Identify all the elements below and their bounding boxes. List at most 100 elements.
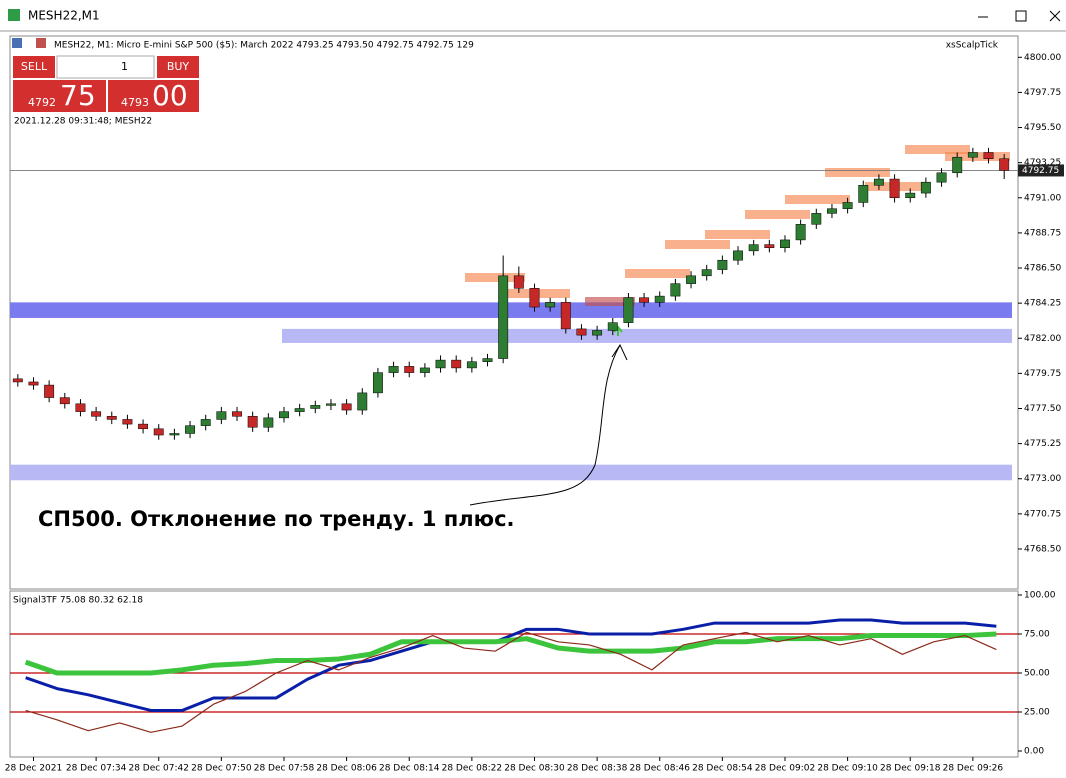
candle-body — [607, 322, 618, 331]
y-tick-label: 4786.50 — [1024, 264, 1061, 274]
candle-body — [795, 224, 806, 241]
candle-body — [247, 416, 258, 428]
y-tick-label: 4795.50 — [1024, 123, 1061, 133]
candle-body — [811, 213, 822, 225]
candle-body — [513, 275, 524, 289]
ask-big: 4793 — [121, 96, 149, 109]
candle-body — [419, 367, 430, 373]
y-tick-label: 100.00 — [1024, 591, 1056, 601]
zone — [10, 302, 1012, 318]
y-tick-label: 4779.75 — [1024, 369, 1061, 379]
y-tick-label: 4800.00 — [1024, 53, 1061, 63]
candle-body — [545, 302, 556, 308]
x-tick-label: 28 Dec 08:54 — [692, 764, 753, 774]
x-tick-label: 28 Dec 08:22 — [442, 764, 503, 774]
y-tick-label: 25.00 — [1024, 708, 1050, 718]
x-tick-label: 28 Dec 07:50 — [191, 764, 252, 774]
candle-body — [701, 269, 712, 277]
candle-body — [999, 158, 1010, 171]
indicator-title: Signal3TF 75.08 80.32 62.18 — [13, 596, 143, 606]
volume-value: 1 — [121, 60, 128, 73]
bid-box[interactable] — [13, 80, 106, 112]
candle-body — [905, 192, 916, 199]
candle-body — [169, 433, 180, 436]
candle-body — [529, 288, 540, 308]
x-tick-label: 28 Dec 08:30 — [504, 764, 565, 774]
candle-body — [623, 297, 634, 323]
candle-body — [936, 172, 947, 183]
indicator-line — [25, 631, 997, 733]
y-tick-label: 4782.00 — [1024, 334, 1061, 344]
candle-body — [153, 428, 164, 436]
x-tick-label: 28 Dec 08:46 — [629, 764, 690, 774]
candle-body — [75, 403, 86, 412]
candle-body — [263, 417, 274, 428]
timestamp: 2021.12.28 09:31:48; MESH22 — [14, 117, 152, 127]
candle-body — [106, 416, 117, 420]
candle-body — [482, 358, 493, 362]
candle-body — [388, 366, 399, 373]
sell-label: SELL — [21, 60, 48, 73]
x-tick-label: 28 Dec 08:06 — [316, 764, 377, 774]
candle-body — [12, 378, 23, 383]
last-price-label: 4792.75 — [1022, 166, 1059, 176]
candle-body — [122, 419, 133, 425]
x-tick-label: 28 Dec 08:14 — [379, 764, 440, 774]
symbol-info: MESH22, M1: Micro E-mini S&P 500 ($5): M… — [54, 41, 474, 51]
candle-body — [341, 403, 352, 411]
maximize-button[interactable] — [1015, 10, 1027, 22]
annotation-arrow — [469, 344, 621, 506]
candle-body — [216, 411, 227, 420]
y-tick-label: 4788.75 — [1024, 228, 1061, 238]
sell-button[interactable] — [13, 56, 55, 78]
candle-body — [654, 295, 665, 303]
candle-body — [873, 178, 884, 186]
y-tick-label: 4784.25 — [1024, 299, 1061, 309]
close-button[interactable] — [1049, 10, 1061, 22]
y-tick-label: 4791.00 — [1024, 193, 1061, 203]
candle-body — [733, 250, 743, 261]
volume-input[interactable] — [56, 55, 155, 79]
buy-label: BUY — [167, 60, 190, 73]
candle-body — [967, 152, 978, 158]
candle-body — [404, 366, 415, 373]
x-tick-label: 28 Dec 09:02 — [755, 764, 816, 774]
candle-body — [310, 405, 321, 409]
ask-box[interactable] — [108, 80, 199, 112]
chart-icon — [36, 38, 46, 48]
candle-body — [200, 419, 211, 426]
candle-body — [435, 359, 446, 369]
y-tick-label: 75.00 — [1024, 630, 1050, 640]
candle-body — [983, 152, 994, 160]
candle-body — [842, 202, 853, 209]
candle-body — [889, 178, 900, 199]
x-tick-label: 28 Dec 07:58 — [254, 764, 315, 774]
candle-body — [357, 392, 368, 411]
candle-body — [576, 328, 587, 336]
candle-body — [670, 283, 681, 297]
x-tick-label: 28 Dec 2021 — [5, 764, 63, 774]
annotation: СП500. Отклонение по тренду. 1 плюс. — [38, 507, 515, 531]
y-tick-label: 50.00 — [1024, 669, 1050, 679]
candle-body — [466, 361, 477, 369]
candle-body — [59, 397, 70, 405]
x-tick-label: 28 Dec 09:18 — [880, 764, 941, 774]
candle-body — [451, 359, 462, 369]
buy-button[interactable] — [157, 56, 199, 78]
candle-body — [858, 185, 869, 203]
y-tick-label: 4768.50 — [1024, 544, 1061, 554]
chart-icon — [12, 38, 22, 48]
window-icon — [8, 9, 20, 21]
x-tick-label: 28 Dec 07:42 — [128, 764, 189, 774]
candle-body — [28, 381, 39, 386]
candle-body — [920, 181, 931, 194]
indicator-line — [25, 618, 997, 712]
zone — [282, 328, 1012, 343]
candle-body — [372, 372, 383, 394]
y-tick-label: 4770.75 — [1024, 509, 1061, 519]
x-tick-label: 28 Dec 08:38 — [567, 764, 628, 774]
candle-body — [717, 259, 728, 270]
y-tick-label: 4793.25 — [1024, 158, 1061, 168]
